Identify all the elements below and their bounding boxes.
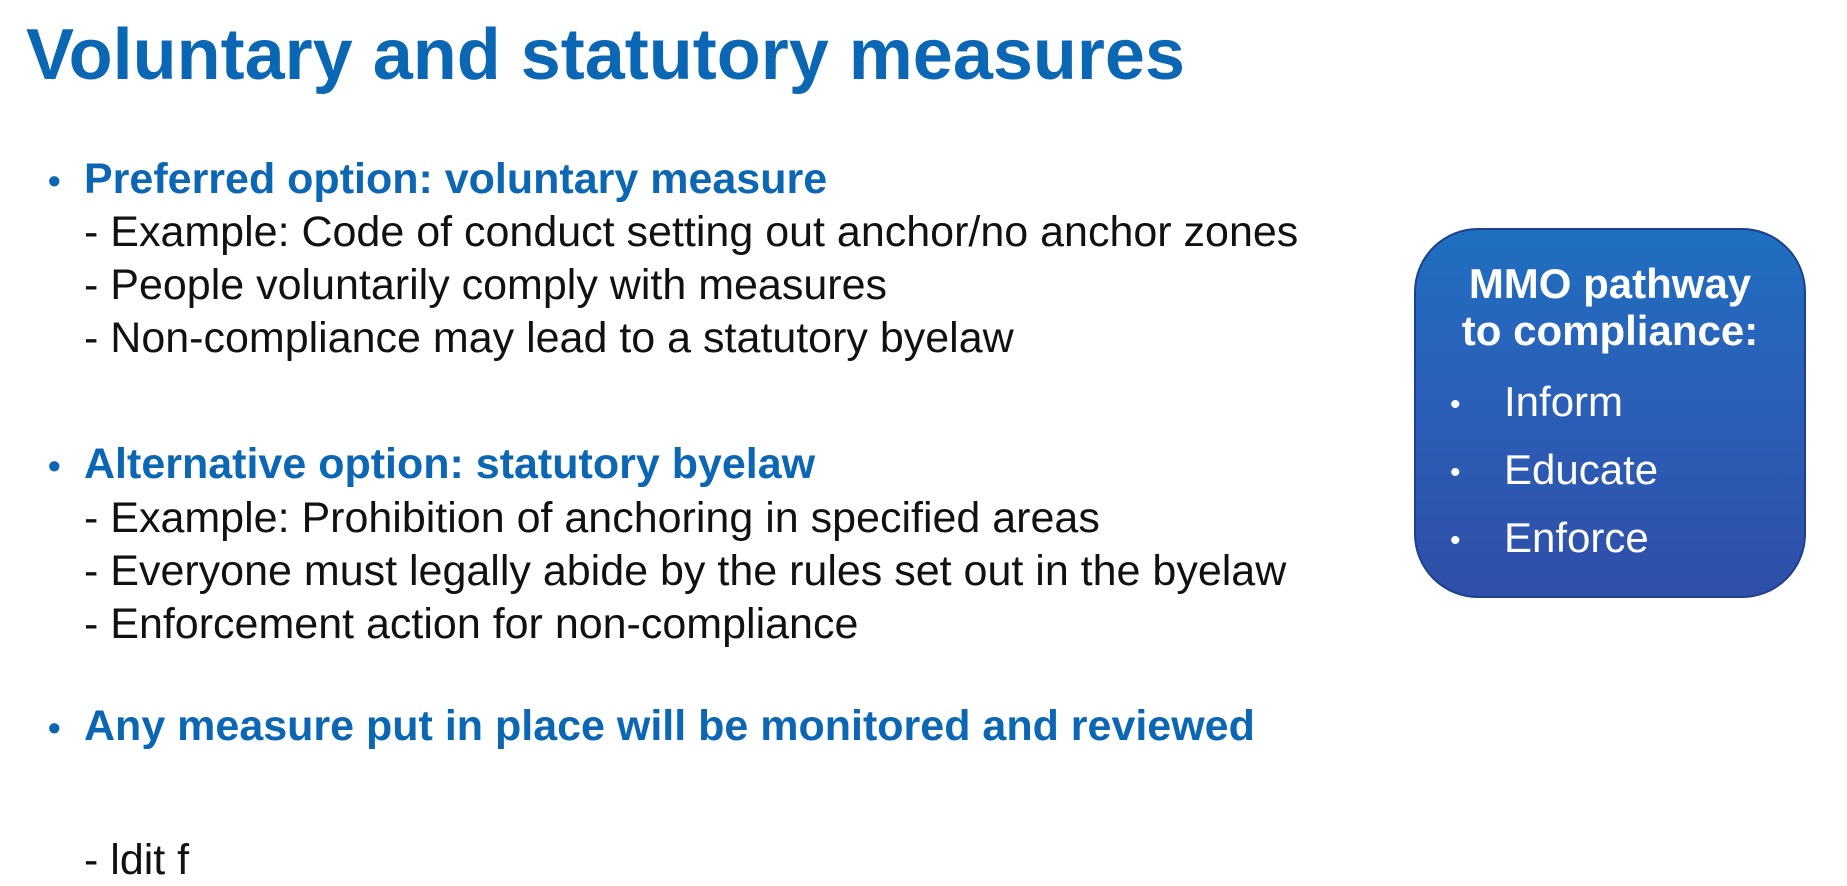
heading-text: Alternative option: statutory byelaw (84, 440, 816, 488)
bullet-dot-icon: • (48, 445, 61, 486)
pathway-item-label: Enforce (1504, 514, 1649, 561)
pathway-item-educate: • Educate (1450, 446, 1658, 497)
slide-title: Voluntary and statutory measures (26, 15, 1185, 95)
bullet-dot-icon: • (48, 707, 61, 748)
sub-line-preferred-3: - Non-compliance may lead to a statutory… (84, 314, 1014, 362)
heading-text: Preferred option: voluntary measure (84, 155, 828, 203)
heading-text: Any measure put in place will be monitor… (84, 702, 1255, 750)
bullet-dot-icon: • (1450, 387, 1461, 421)
pathway-item-inform: • Inform (1450, 378, 1623, 429)
pathway-box-title: MMO pathway to compliance: (1416, 260, 1804, 354)
mmo-pathway-box: MMO pathway to compliance: • Inform • Educ… (1414, 228, 1806, 598)
sub-line-alternative-2: - Everyone must legally abide by the rul… (84, 547, 1287, 595)
partial-cut-off-line: - ldit f (84, 836, 190, 884)
bullet-dot-icon: • (1450, 455, 1461, 489)
pathway-title-line-1: MMO pathway (1468, 260, 1752, 307)
bullet-heading-alternative: • Alternative option: statutory byelaw (48, 438, 815, 492)
bullet-heading-monitoring: • Any measure put in place will be monito… (48, 700, 1255, 754)
bullet-dot-icon: • (48, 160, 61, 201)
slide-content: • Preferred option: voluntary measure - E… (48, 153, 1299, 884)
pathway-item-label: Inform (1504, 378, 1624, 425)
pathway-item-enforce: • Enforce (1450, 514, 1649, 565)
bullet-heading-preferred: • Preferred option: voluntary measure (48, 153, 827, 207)
sub-line-alternative-1: - Example: Prohibition of anchoring in s… (84, 494, 1100, 542)
pathway-title-line-2: to compliance: (1461, 307, 1759, 354)
bullet-dot-icon: • (1450, 523, 1461, 557)
sub-line-alternative-3: - Enforcement action for non-compliance (84, 600, 859, 648)
sub-line-preferred-2: - People voluntarily comply with measure… (84, 261, 887, 309)
sub-line-preferred-1: - Example: Code of conduct setting out a… (84, 208, 1299, 256)
pathway-item-label: Educate (1504, 446, 1659, 493)
